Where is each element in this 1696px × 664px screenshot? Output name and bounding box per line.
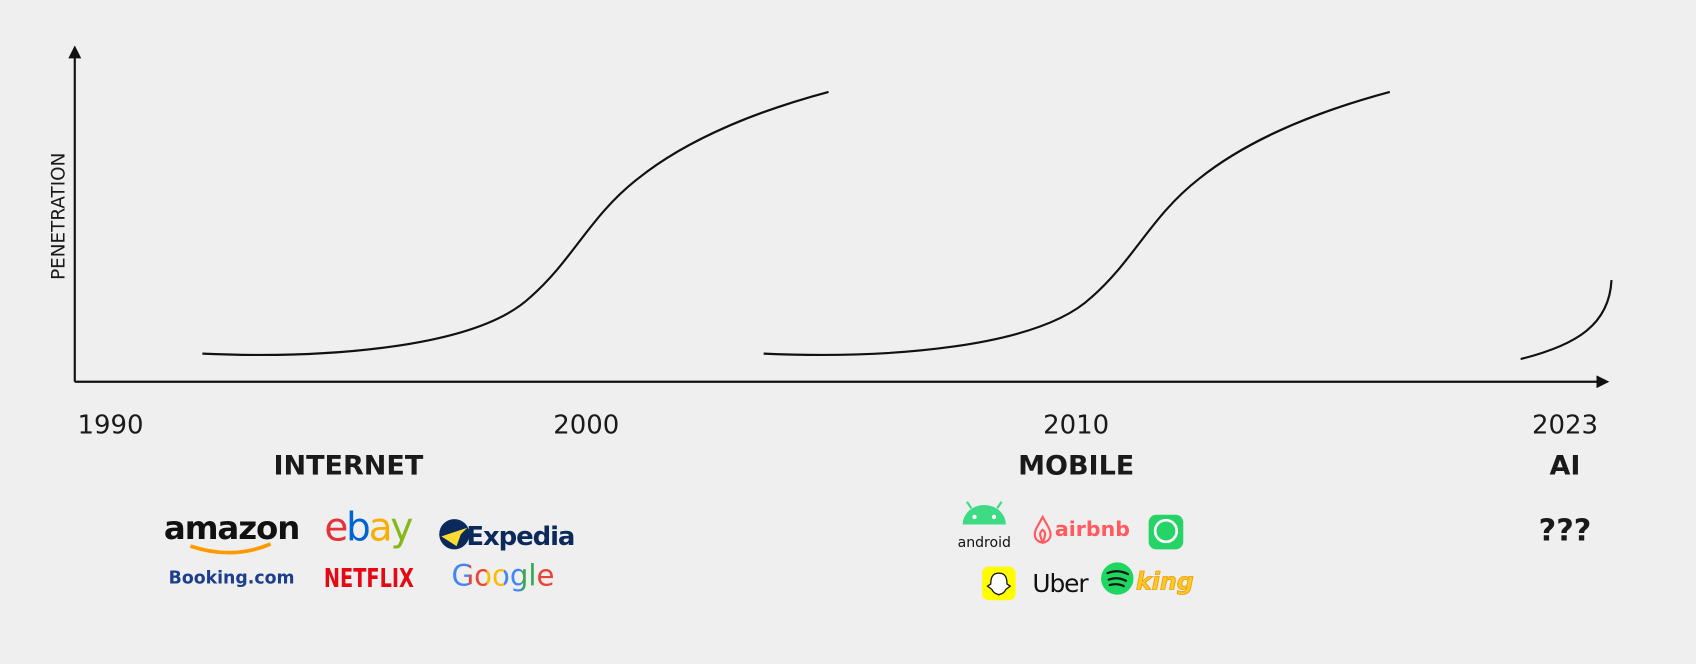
logo-booking: Booking.com xyxy=(169,569,295,589)
amazon-smile xyxy=(189,542,272,555)
logo-king: king xyxy=(1136,567,1194,595)
s-curve xyxy=(763,90,1391,356)
android-head xyxy=(962,505,1006,525)
era-title: INTERNET xyxy=(273,451,423,482)
era-title: AI xyxy=(1550,451,1581,482)
android-antenna xyxy=(966,501,973,509)
ai-placeholder: ??? xyxy=(1539,514,1592,549)
logo-netflix: NETFLIX xyxy=(324,564,414,594)
logo-airbnb: airbnb xyxy=(1055,517,1130,541)
android-antenna xyxy=(996,501,1003,509)
logo-uber: Uber xyxy=(1032,569,1089,598)
logo-ebay: ebay xyxy=(324,505,412,550)
expedia-plane xyxy=(441,527,468,547)
snapchat-ghost xyxy=(986,572,1012,596)
s-curve xyxy=(1520,280,1613,361)
airbnb-icon xyxy=(1033,514,1052,544)
whatsapp-glyph xyxy=(1153,518,1179,544)
logo-amazon: amazon xyxy=(164,509,299,547)
android-eye xyxy=(972,514,977,520)
logo-android: android xyxy=(958,535,1011,551)
android-eye xyxy=(991,514,997,520)
logo-expedia: Expedia xyxy=(466,522,574,552)
s-curve xyxy=(202,90,829,356)
year-label: 1990 xyxy=(77,411,143,441)
logo-google: Google xyxy=(452,558,555,592)
year-label: 2000 xyxy=(553,411,619,441)
y-axis-label: PENETRATION xyxy=(49,153,70,280)
spotify-glyph xyxy=(1106,570,1130,588)
year-label: 2010 xyxy=(1043,411,1109,441)
era-title: MOBILE xyxy=(1018,451,1134,482)
year-label: 2023 xyxy=(1532,411,1598,441)
